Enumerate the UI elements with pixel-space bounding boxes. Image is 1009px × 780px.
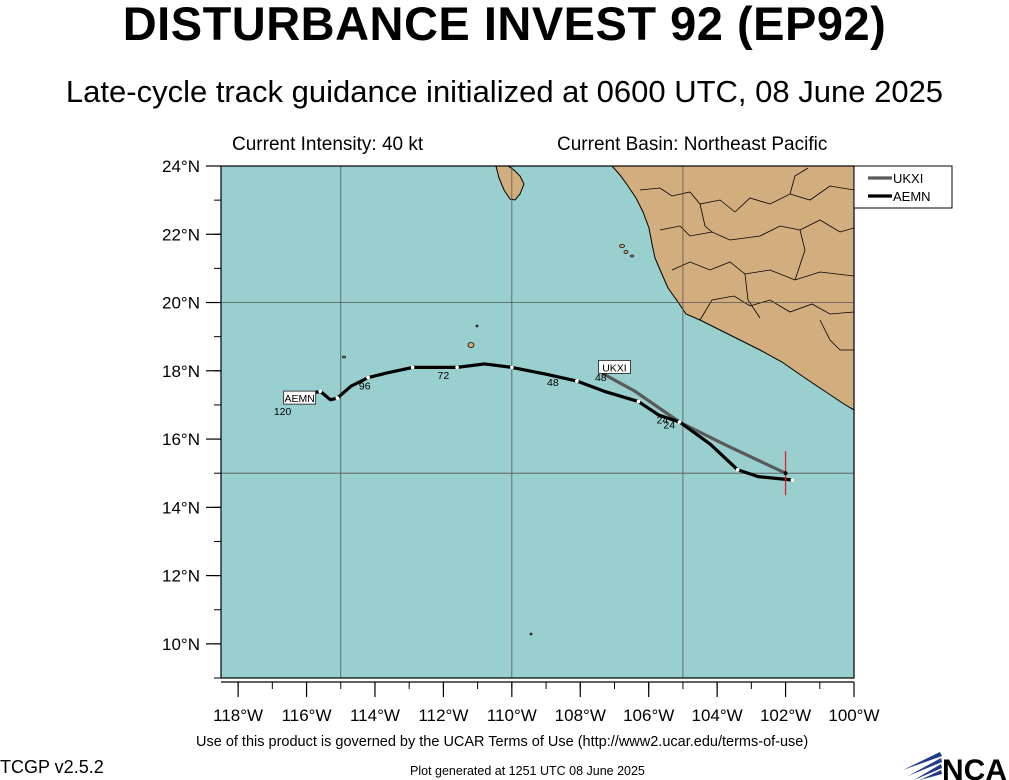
map-overlays: UKXI AEMN [283, 360, 788, 496]
track-point-aemn [677, 420, 682, 424]
lon-tick-label: 106°W [623, 706, 674, 725]
forecast-hour-label: 24 [663, 420, 675, 432]
current-position-dot [783, 471, 788, 476]
current-basin-label: Current Basin: Northeast Pacific [557, 134, 828, 155]
forecast-hour-label: 96 [359, 380, 371, 392]
gridlines [221, 166, 854, 678]
land-mexico-mainland [611, 166, 854, 411]
lat-tick-label: 12°N [162, 567, 200, 586]
track-point-aemn [790, 478, 795, 482]
track-line-aemn [284, 362, 795, 482]
track-point-aemn [636, 399, 641, 404]
lat-tick-label: 24°N [162, 157, 200, 176]
lat-tick-label: 22°N [162, 225, 200, 244]
track-point-aemn [575, 379, 579, 383]
forecast-hour-label: 24 [657, 415, 669, 427]
model-name-tag: AEMN [285, 393, 315, 405]
lon-tick-label: 102°W [760, 706, 811, 725]
longitude-axis: 118°W 116°W 114°W 112°W 110°W 108°W 106°W 104°W… [213, 681, 880, 725]
lat-tick-label: 14°N [162, 498, 200, 517]
legend-label-aemn: AEMN [893, 189, 931, 204]
lon-tick-label: 112°W [418, 706, 468, 725]
terms-of-use: Use of this product is governed by the U… [196, 734, 809, 750]
page-subtitle: Late-cycle track guidance initialized at… [65, 74, 944, 109]
model-name-tag-box [598, 360, 631, 374]
track-point-aemn [335, 396, 340, 400]
model-tracks: 24 48 24 48 72 96 120 [274, 362, 795, 482]
track-point-aemn [735, 467, 740, 472]
track-point-aemn [510, 365, 514, 370]
version-label: TCGP v2.5.2 [0, 757, 104, 777]
latitude-axis: 10°N 12°N 14°N 16°N 18°N 20°N 22°N 24°N [162, 157, 221, 679]
model-name-tag: UKXI [602, 362, 627, 374]
islands [342, 244, 634, 636]
lon-tick-label: 100°W [828, 706, 879, 725]
track-point-aemn [366, 375, 370, 380]
lat-tick-label: 16°N [162, 430, 200, 449]
lon-tick-label: 116°W [282, 706, 332, 725]
ncar-logo: NCAR [903, 752, 1009, 780]
lat-tick-label: 20°N [162, 294, 200, 313]
forecast-hour-label: 120 [274, 406, 292, 418]
lat-tick-label: 10°N [162, 635, 200, 654]
page-title: DISTURBANCE INVEST 92 (EP92) [122, 0, 887, 50]
legend-label-ukxi: UKXI [893, 171, 923, 186]
state-borders [639, 167, 854, 351]
legend-box [853, 165, 953, 209]
lon-tick-label: 104°W [692, 706, 743, 725]
lon-tick-label: 114°W [350, 706, 400, 725]
track-point-aemn [410, 365, 415, 370]
ncar-logo-fan-icon [903, 752, 942, 780]
lon-tick-label: 108°W [555, 706, 606, 725]
current-intensity-label: Current Intensity: 40 kt [232, 134, 424, 155]
plot-generated-label: Plot generated at 1251 UTC 08 June 2025 [410, 764, 645, 778]
track-point-aemn [318, 389, 323, 394]
forecast-hour-label: 72 [438, 370, 450, 382]
legend: UKXI AEMN [853, 165, 953, 209]
forecast-hour-label: 48 [595, 372, 607, 384]
track-point-aemn [455, 365, 459, 370]
ncar-logo-text: NCAR [942, 754, 1009, 780]
lat-tick-label: 18°N [162, 362, 200, 381]
lon-tick-label: 110°W [487, 706, 537, 725]
forecast-hour-label: 48 [547, 377, 559, 389]
lon-tick-label: 118°W [213, 706, 263, 725]
map-frame [220, 165, 855, 679]
model-name-tag-box [283, 390, 317, 405]
